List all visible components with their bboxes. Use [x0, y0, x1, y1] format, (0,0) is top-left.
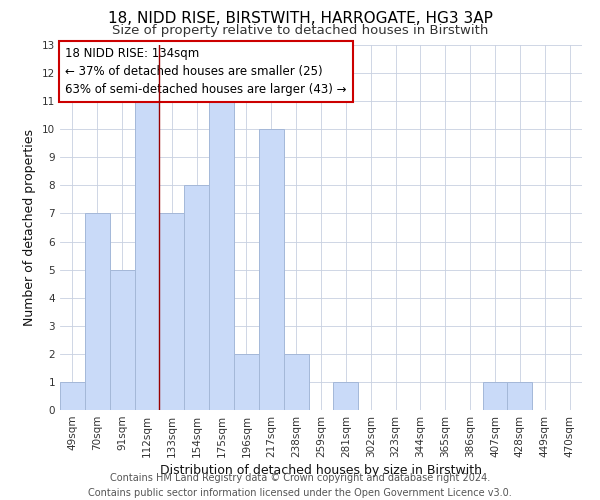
Bar: [334, 382, 358, 410]
Bar: [482, 382, 508, 410]
Bar: [508, 382, 532, 410]
Bar: [259, 129, 284, 410]
Bar: [184, 186, 209, 410]
Text: 18, NIDD RISE, BIRSTWITH, HARROGATE, HG3 3AP: 18, NIDD RISE, BIRSTWITH, HARROGATE, HG3…: [107, 11, 493, 26]
X-axis label: Distribution of detached houses by size in Birstwith: Distribution of detached houses by size …: [160, 464, 482, 477]
Bar: [284, 354, 308, 410]
Bar: [234, 354, 259, 410]
Bar: [209, 101, 234, 410]
Text: Contains HM Land Registry data © Crown copyright and database right 2024.
Contai: Contains HM Land Registry data © Crown c…: [88, 472, 512, 498]
Bar: [110, 270, 134, 410]
Text: 18 NIDD RISE: 134sqm
← 37% of detached houses are smaller (25)
63% of semi-detac: 18 NIDD RISE: 134sqm ← 37% of detached h…: [65, 47, 347, 96]
Bar: [160, 214, 184, 410]
Y-axis label: Number of detached properties: Number of detached properties: [23, 129, 37, 326]
Bar: [60, 382, 85, 410]
Text: Size of property relative to detached houses in Birstwith: Size of property relative to detached ho…: [112, 24, 488, 37]
Bar: [85, 214, 110, 410]
Bar: [134, 101, 160, 410]
